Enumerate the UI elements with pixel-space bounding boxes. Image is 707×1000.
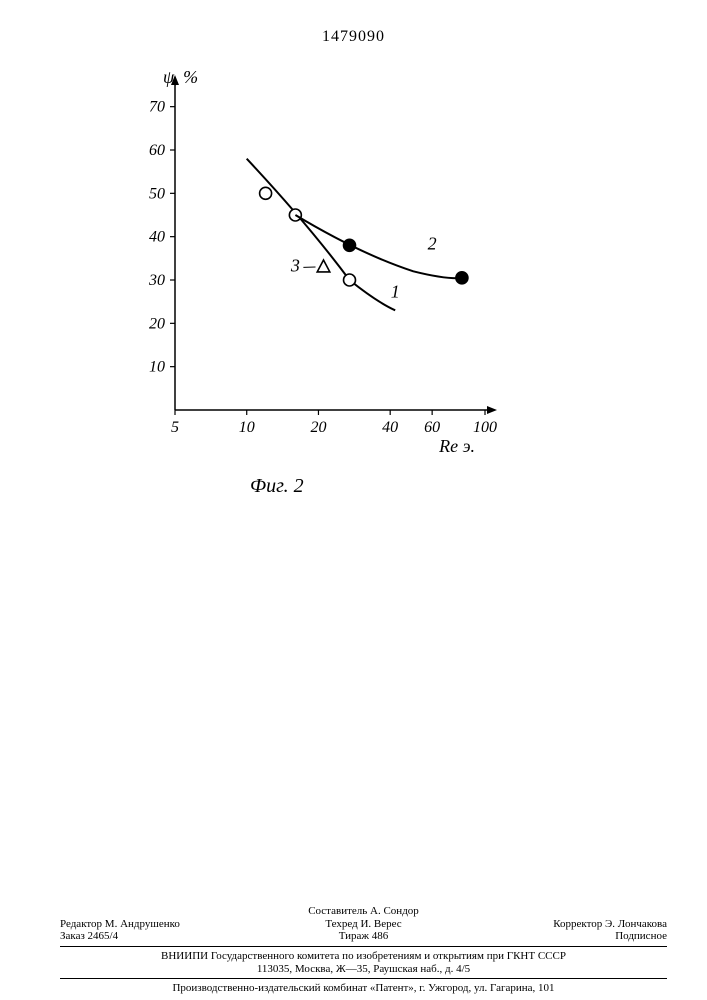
footer-proof: Корректор Э. Лончакова <box>465 918 667 931</box>
svg-text:10: 10 <box>149 359 165 376</box>
svg-text:20: 20 <box>149 315 165 332</box>
svg-text:2: 2 <box>428 234 437 254</box>
footer-print: Производственно-издательский комбинат «П… <box>60 982 667 995</box>
footer-editor: Редактор М. Андрушенко <box>60 918 262 931</box>
svg-text:70: 70 <box>149 99 165 116</box>
footer: Составитель А. Сондор Редактор М. Андруш… <box>60 905 667 995</box>
page-number: 1479090 <box>0 28 707 46</box>
footer-addr: 113035, Москва, Ж—35, Раушская наб., д. … <box>60 963 667 976</box>
svg-text:10: 10 <box>239 419 255 436</box>
svg-text:ψ, %: ψ, % <box>163 67 198 87</box>
svg-text:100: 100 <box>473 419 497 436</box>
chart: 10 20 30 40 50 60 70 5 10 20 40 60 100 ψ, % Re э. 1 2 3 <box>120 65 500 465</box>
svg-text:Re э.: Re э. <box>438 436 475 456</box>
svg-text:50: 50 <box>149 185 165 202</box>
footer-order-row: Заказ 2465/4 Тираж 486 Подписное <box>60 930 667 943</box>
footer-compiler: Составитель А. Сондор <box>60 905 667 918</box>
svg-text:5: 5 <box>171 419 179 436</box>
svg-text:3: 3 <box>290 255 300 275</box>
svg-text:40: 40 <box>382 419 398 436</box>
footer-order: Заказ 2465/4 <box>60 930 262 943</box>
footer-credits-row: Редактор М. Андрушенко Техред И. Верес К… <box>60 918 667 931</box>
footer-copies: Тираж 486 <box>262 930 464 943</box>
svg-text:30: 30 <box>148 272 165 289</box>
divider <box>60 946 667 947</box>
svg-text:60: 60 <box>424 419 440 436</box>
footer-org: ВНИИПИ Государственного комитета по изоб… <box>60 950 667 963</box>
svg-text:1: 1 <box>391 281 400 301</box>
footer-sub: Подписное <box>465 930 667 943</box>
footer-tech: Техред И. Верес <box>262 918 464 931</box>
figure-caption: Фиг. 2 <box>250 475 304 498</box>
svg-text:20: 20 <box>310 419 326 436</box>
svg-text:40: 40 <box>149 229 165 246</box>
divider <box>60 978 667 979</box>
svg-text:60: 60 <box>149 142 165 159</box>
